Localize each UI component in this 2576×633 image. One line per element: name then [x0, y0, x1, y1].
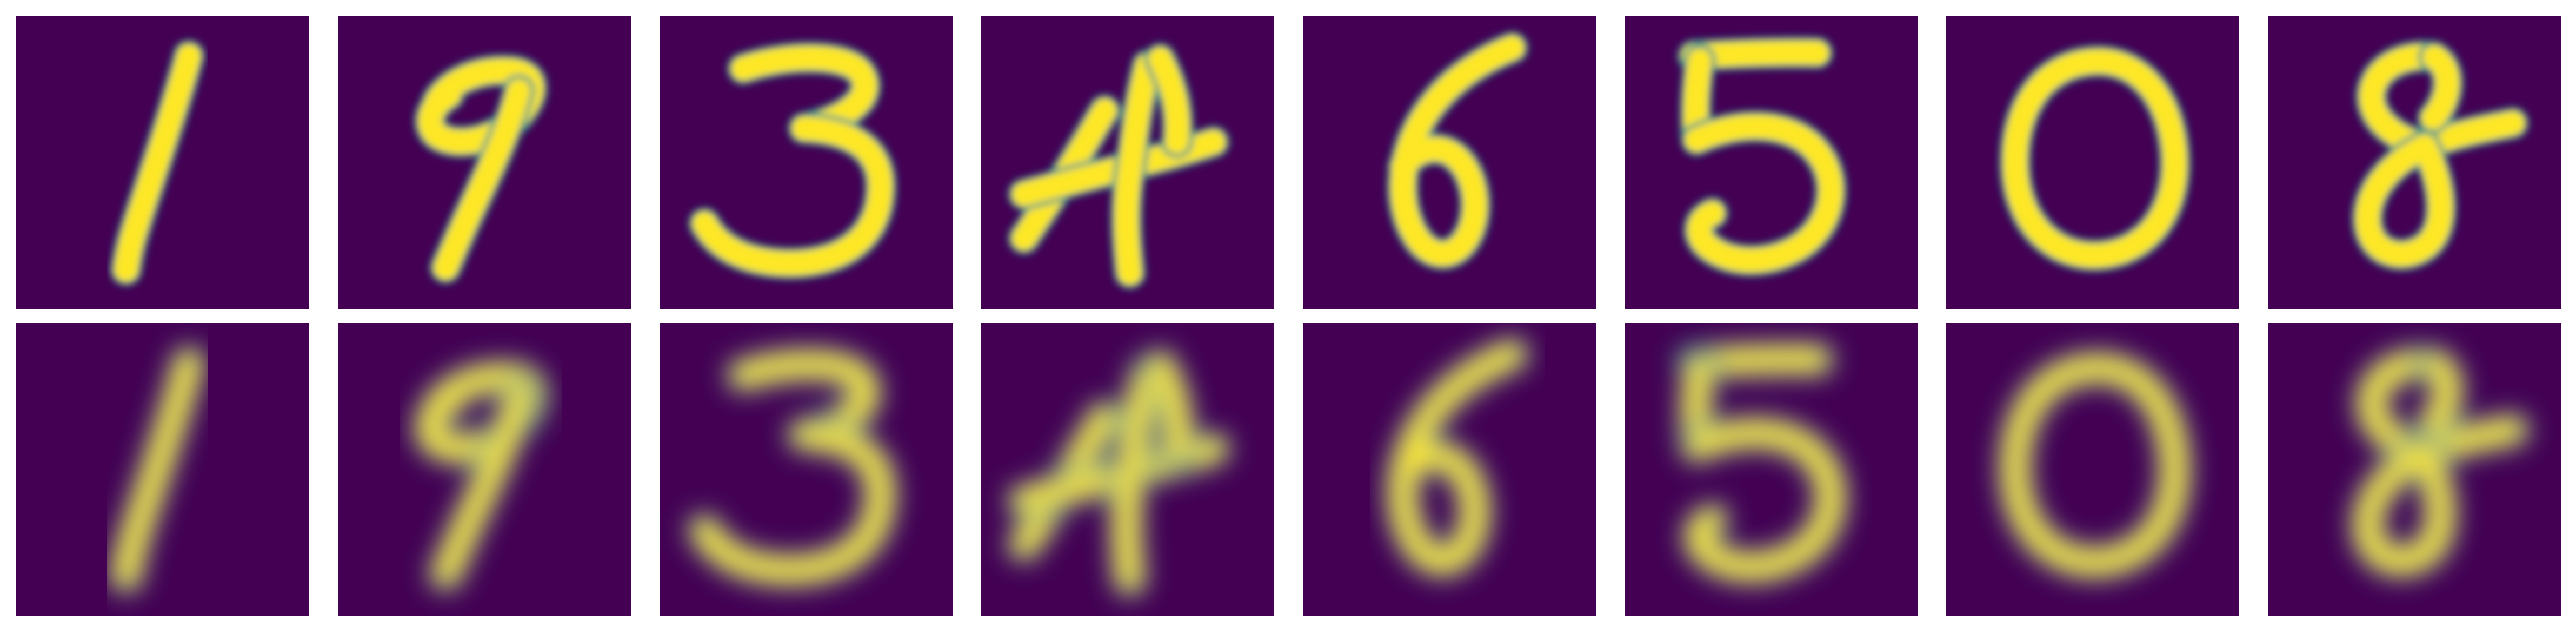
digit-panel-8-reconstruction — [2268, 323, 2561, 616]
digit-image — [2268, 16, 2561, 309]
digit-image — [981, 323, 1274, 616]
digit-image — [981, 16, 1274, 309]
digit-panel-9-reconstruction — [338, 323, 631, 616]
digit-image — [16, 16, 309, 309]
digit-image — [660, 16, 953, 309]
digit-image — [2268, 323, 2561, 616]
digit-image — [1303, 16, 1596, 309]
digit-panel-1-original — [16, 16, 309, 309]
digit-panel-4-original — [981, 16, 1274, 309]
digit-panel-6-reconstruction — [1303, 323, 1596, 616]
digit-panel-8-original — [2268, 16, 2561, 309]
digit-image — [1625, 323, 1918, 616]
digit-panel-4-reconstruction — [981, 323, 1274, 616]
digit-image — [338, 16, 631, 309]
digit-panel-6-original — [1303, 16, 1596, 309]
digit-image — [1625, 16, 1918, 309]
digit-panel-5-original — [1625, 16, 1918, 309]
digit-panel-9-original — [338, 16, 631, 309]
digit-image — [1946, 323, 2239, 616]
digit-panel-0-reconstruction — [1946, 323, 2239, 616]
digit-panel-1-reconstruction — [16, 323, 309, 616]
digit-image — [1946, 16, 2239, 309]
digit-image — [338, 323, 631, 616]
digit-image — [1303, 323, 1596, 616]
digit-panel-3-reconstruction — [660, 323, 953, 616]
digit-image — [660, 323, 953, 616]
digit-panel-0-original — [1946, 16, 2239, 309]
digit-panel-5-reconstruction — [1625, 323, 1918, 616]
digit-image — [16, 323, 309, 616]
digit-panel-3-original — [660, 16, 953, 309]
